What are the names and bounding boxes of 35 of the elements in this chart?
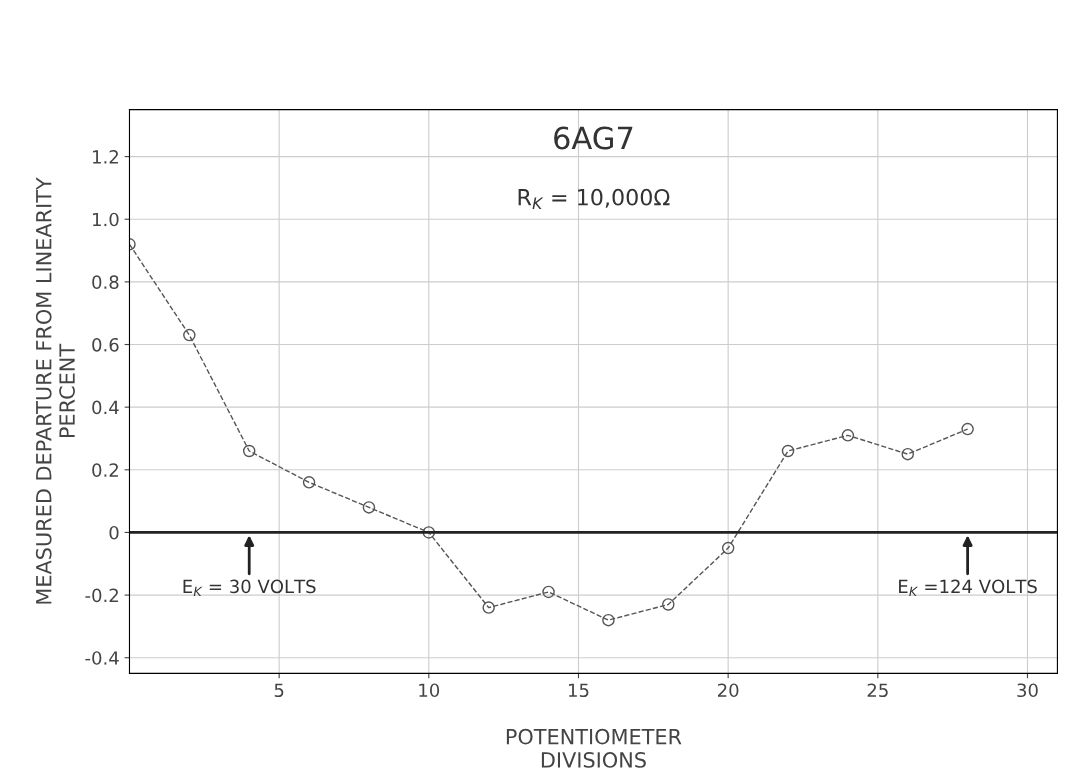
text: R$_{K}$ = 10,000Ω bbox=[518, 188, 670, 209]
y-tick-label: 0 bbox=[109, 525, 119, 540]
chart-title: 6AG7 bbox=[554, 126, 633, 150]
y-axis-title: MEASURED DEPARTURE FROM LINEARITY PERCENT bbox=[35, 177, 75, 604]
x-tick-label: 15 bbox=[568, 683, 589, 698]
x-tick-label: 20 bbox=[717, 683, 739, 698]
point bbox=[961, 422, 974, 436]
y-tick-label: -0.2 bbox=[85, 588, 118, 603]
y-tick-label: 0.8 bbox=[92, 275, 119, 289]
y-tick-label: 0.2 bbox=[92, 463, 118, 477]
point bbox=[362, 501, 376, 514]
annotation: E$_{K}$ =124 VOLTS bbox=[899, 579, 1037, 596]
point bbox=[602, 613, 615, 627]
point bbox=[242, 444, 256, 458]
point bbox=[781, 444, 795, 458]
y-tick-label: 0.6 bbox=[92, 337, 119, 352]
x-tick-label: 30 bbox=[1017, 683, 1038, 698]
point bbox=[662, 598, 675, 611]
y-tick-label: 1.0 bbox=[93, 212, 119, 227]
point bbox=[422, 526, 436, 539]
point bbox=[542, 585, 555, 599]
annotation: E$_{K}$ = 30 VOLTS bbox=[183, 579, 316, 596]
point bbox=[302, 476, 316, 489]
point bbox=[841, 429, 855, 442]
point bbox=[901, 447, 915, 461]
y-tick-label: 1.2 bbox=[93, 150, 118, 164]
x-tick-label: 25 bbox=[867, 683, 888, 698]
y-tick-label: -0.4 bbox=[85, 651, 119, 665]
point bbox=[721, 541, 735, 555]
x-tick-label: 10 bbox=[419, 683, 440, 698]
point bbox=[183, 328, 196, 342]
x-axis-title: POTENTIOMETER DIVISIONS bbox=[506, 728, 682, 768]
point bbox=[482, 601, 495, 614]
y-tick-label: 0.4 bbox=[92, 400, 119, 415]
x-tick-label: 5 bbox=[274, 683, 284, 698]
